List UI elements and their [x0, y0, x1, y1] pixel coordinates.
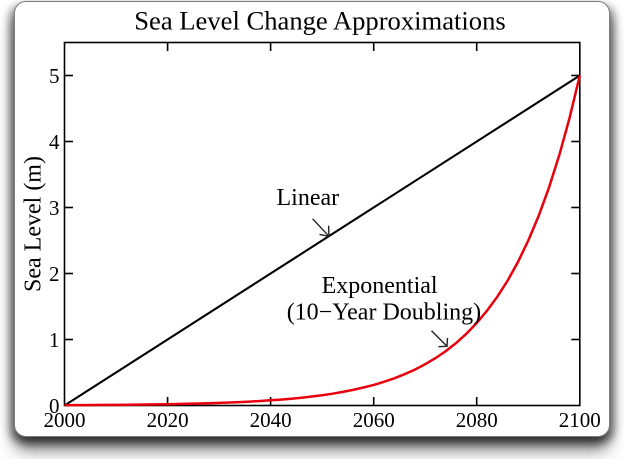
- svg-text:5: 5: [49, 64, 60, 88]
- svg-text:2080: 2080: [456, 408, 498, 432]
- svg-text:Linear: Linear: [276, 185, 339, 211]
- svg-text:Exponential: Exponential: [322, 273, 438, 299]
- svg-text:2: 2: [49, 262, 60, 286]
- svg-text:4: 4: [49, 130, 60, 154]
- svg-text:2000: 2000: [44, 408, 86, 432]
- svg-text:0: 0: [49, 394, 60, 418]
- svg-text:2100: 2100: [559, 408, 601, 432]
- svg-text:2020: 2020: [147, 408, 189, 432]
- svg-text:(10−Year Doubling): (10−Year Doubling): [287, 299, 481, 325]
- svg-text:2040: 2040: [250, 408, 292, 432]
- svg-text:2060: 2060: [353, 408, 395, 432]
- svg-text:Sea Level (m): Sea Level (m): [21, 156, 47, 292]
- svg-text:3: 3: [49, 196, 60, 220]
- svg-text:1: 1: [49, 328, 60, 352]
- svg-text:Sea Level Change Approximation: Sea Level Change Approximations: [134, 6, 506, 36]
